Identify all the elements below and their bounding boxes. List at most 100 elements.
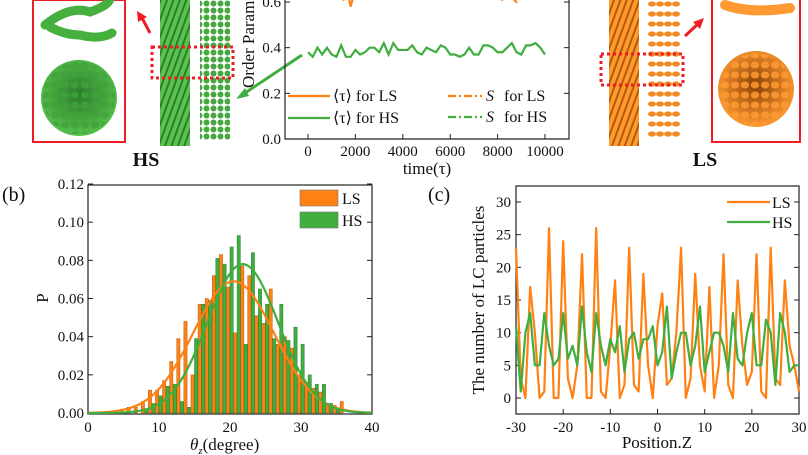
y-tick-label: 20 xyxy=(496,260,511,276)
series-line-ls xyxy=(514,227,801,400)
y-tick-label: 0.2 xyxy=(262,86,281,102)
x-axis-label: time(τ) xyxy=(403,159,451,178)
y-tick-label: 30 xyxy=(496,195,511,211)
panel-c-particle-count-plot: (c) -30 -20 -10 0 10 20 30 0 5 10 15 20 25 30 Position.… xyxy=(428,184,807,452)
x-tick-label: 30 xyxy=(294,420,309,436)
green-arrow-icon xyxy=(241,53,303,97)
histogram-bar-ls xyxy=(190,374,195,414)
x-tick-label: -30 xyxy=(506,420,526,436)
x-tick-label: 20 xyxy=(744,420,759,436)
histogram-bar-hs xyxy=(187,407,191,414)
y-tick-label: 0.10 xyxy=(58,215,84,231)
x-tick-label: 20 xyxy=(223,420,238,436)
x-tick-label: 2000 xyxy=(340,144,370,160)
y-tick-label: 0.04 xyxy=(58,330,85,346)
y-tick-label: 0.12 xyxy=(58,177,84,193)
legend-label-s-hs: for HS xyxy=(504,109,547,126)
histogram-bar-ls xyxy=(261,323,266,414)
x-tick-label: 10 xyxy=(697,420,712,436)
histogram-bar-ls xyxy=(275,344,280,414)
legend-label-s-ls: for LS xyxy=(504,88,545,105)
histogram-bar-ls xyxy=(162,380,167,414)
series-line-2 xyxy=(500,0,520,4)
y-axis-label: The number of LC particles xyxy=(469,206,488,395)
red-arrow-head xyxy=(137,11,147,22)
legend-swatch-ls xyxy=(299,189,339,207)
histogram-bar-hs xyxy=(172,384,177,414)
legend-label-hs: HS xyxy=(342,213,362,230)
legend-symbol-s: S xyxy=(486,88,494,105)
panel-label: (b) xyxy=(2,184,25,206)
x-tick-label: 10000 xyxy=(526,144,564,160)
legend-symbol-s: S xyxy=(486,109,494,126)
x-tick-label: -10 xyxy=(600,420,620,436)
histogram-bar-ls xyxy=(176,338,181,414)
x-axis-label-subscript: z xyxy=(197,445,203,455)
legend: LS HS xyxy=(727,195,792,232)
histogram-bar-hs xyxy=(272,338,277,414)
series-line-1 xyxy=(341,0,354,7)
histogram-bar-hs xyxy=(201,303,206,414)
histogram-bar-ls xyxy=(318,391,323,414)
hs-fiber-beads xyxy=(200,0,230,140)
x-tick-label: -20 xyxy=(553,420,573,436)
y-tick-label: 5 xyxy=(504,358,512,374)
histogram-bar-ls xyxy=(283,336,287,414)
ls-chain xyxy=(720,0,795,16)
legend: ⟨τ⟩ for LS ⟨τ⟩ for HS S for LS S for HS xyxy=(288,88,547,127)
histogram-bar-ls xyxy=(183,321,188,414)
y-tick-label: 0.4 xyxy=(262,41,281,57)
x-tick-label: 0 xyxy=(84,420,92,436)
hs-fiber-rods xyxy=(160,0,190,146)
histogram-bar-hs xyxy=(180,401,184,414)
histogram-bar-ls xyxy=(339,401,344,414)
histogram-bar-hs xyxy=(222,263,227,414)
plot-area xyxy=(307,0,546,59)
gaussian-fit-hs xyxy=(87,263,373,415)
legend-label-tau-ls: ⟨τ⟩ for LS xyxy=(333,88,397,105)
ls-highlight-box xyxy=(599,52,685,87)
panel-label: (c) xyxy=(428,184,450,206)
series-line-hs xyxy=(514,305,799,393)
axes-frame xyxy=(284,0,570,140)
x-tick-label: 30 xyxy=(792,420,807,436)
x-tick-label: 4000 xyxy=(388,144,418,160)
y-tick-label: 0.06 xyxy=(58,292,85,308)
histogram-bar-ls xyxy=(268,288,273,414)
ls-fiber-rods xyxy=(609,0,639,146)
y-tick-label: 0.02 xyxy=(58,368,84,384)
legend-swatch-hs xyxy=(299,211,339,229)
x-tick-label: 6000 xyxy=(435,144,465,160)
panel-a-order-parameter-plot: 0 2000 4000 6000 8000 10000 0.0 0.2 0.4 0.6 time(τ… xyxy=(239,0,570,178)
histogram-bar-ls xyxy=(148,389,152,414)
histogram-bar-hs xyxy=(251,252,255,414)
histogram-bar-hs xyxy=(286,340,291,414)
histogram-bar-ls xyxy=(197,303,202,414)
histogram-bar-ls xyxy=(212,275,216,414)
y-axis-label: P xyxy=(33,293,52,302)
hs-cross-section-particles xyxy=(43,62,115,134)
histogram-bar-ls xyxy=(226,286,230,414)
histogram-bar-hs xyxy=(279,303,284,414)
hs-highlight-box xyxy=(150,45,235,80)
legend-label-ls: LS xyxy=(342,191,361,208)
histogram-bar-hs xyxy=(243,344,248,414)
histogram-bar-ls xyxy=(169,361,174,414)
y-tick-label: 0.00 xyxy=(58,406,84,422)
ls-structure-illustration: LS xyxy=(599,0,801,171)
histogram-bar-ls xyxy=(204,298,209,414)
histogram-bar-ls xyxy=(290,347,294,414)
histogram-bar-ls xyxy=(233,332,238,414)
ls-label: LS xyxy=(693,149,717,171)
x-axis-label: Position.Z xyxy=(622,433,692,452)
legend: LS HS xyxy=(299,189,362,230)
legend-label-ls: LS xyxy=(772,195,791,212)
histogram-bar-hs xyxy=(258,288,262,414)
y-tick-label: 0.6 xyxy=(262,0,281,11)
histogram-bar-hs xyxy=(307,374,312,414)
hs-structure-illustration: HS xyxy=(32,0,235,171)
panel-b-histogram: (b) 0 10 20 30 40 0.00 0.02 0.04 0.06 0.08 0.10 0.12… xyxy=(2,177,380,455)
histogram-bar-hs xyxy=(236,235,241,414)
x-axis-label-unit: (degree) xyxy=(203,435,260,454)
x-tick-label: 40 xyxy=(365,420,380,436)
